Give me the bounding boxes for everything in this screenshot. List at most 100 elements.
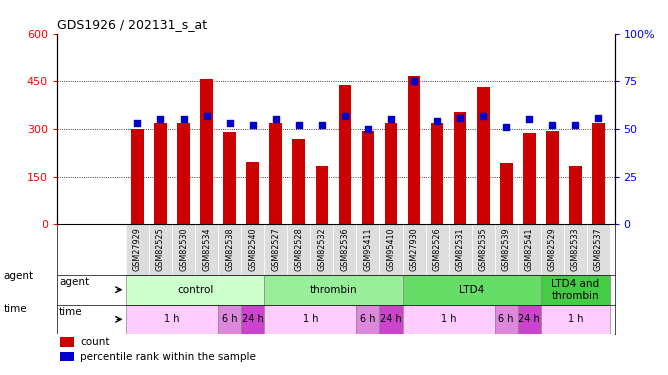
Bar: [200, 79, 213, 224]
Bar: [265, 304, 357, 334]
Text: GSM82537: GSM82537: [594, 228, 603, 272]
Text: GSM82538: GSM82538: [225, 228, 234, 271]
Bar: [59, 337, 73, 346]
Bar: [149, 224, 172, 275]
Bar: [269, 123, 282, 224]
Bar: [518, 224, 541, 275]
Bar: [126, 275, 265, 304]
Bar: [541, 275, 610, 304]
Bar: [172, 224, 195, 275]
Text: 6 h: 6 h: [222, 314, 237, 324]
Bar: [403, 304, 495, 334]
Text: GSM82540: GSM82540: [248, 228, 257, 271]
Bar: [126, 304, 218, 334]
Bar: [546, 131, 558, 224]
Bar: [477, 87, 490, 224]
Text: agent: agent: [59, 277, 90, 287]
Text: percentile rank within the sample: percentile rank within the sample: [80, 352, 256, 362]
Text: GSM95410: GSM95410: [387, 228, 395, 271]
Point: [339, 112, 350, 118]
Text: GSM82529: GSM82529: [548, 228, 557, 272]
Point: [593, 114, 604, 120]
Text: 6 h: 6 h: [360, 314, 375, 324]
Point: [201, 112, 212, 118]
Text: GSM82536: GSM82536: [341, 228, 349, 271]
Bar: [587, 224, 610, 275]
Bar: [495, 224, 518, 275]
Bar: [131, 129, 144, 224]
Text: 6 h: 6 h: [498, 314, 514, 324]
Point: [317, 122, 327, 128]
Bar: [223, 132, 236, 224]
Text: GSM82533: GSM82533: [571, 228, 580, 271]
Bar: [339, 85, 351, 224]
Point: [271, 116, 281, 122]
Bar: [241, 304, 265, 334]
Bar: [315, 166, 328, 224]
Bar: [265, 224, 287, 275]
Bar: [541, 224, 564, 275]
Text: GSM82535: GSM82535: [479, 228, 488, 272]
Text: GDS1926 / 202131_s_at: GDS1926 / 202131_s_at: [57, 18, 207, 31]
Text: GSM82539: GSM82539: [502, 228, 511, 272]
Bar: [426, 224, 449, 275]
Bar: [246, 162, 259, 224]
Text: GSM82532: GSM82532: [317, 228, 327, 272]
Bar: [311, 224, 333, 275]
Bar: [154, 123, 167, 224]
Text: time: time: [3, 304, 27, 314]
Point: [385, 116, 396, 122]
Bar: [449, 224, 472, 275]
Bar: [218, 304, 241, 334]
Bar: [379, 224, 403, 275]
Bar: [592, 123, 605, 224]
Bar: [500, 163, 512, 224]
Point: [524, 116, 534, 122]
Point: [363, 126, 373, 132]
Point: [455, 114, 466, 120]
Bar: [454, 112, 466, 224]
Point: [293, 122, 304, 128]
Text: GSM82530: GSM82530: [179, 228, 188, 271]
Text: 1 h: 1 h: [568, 314, 583, 324]
Bar: [357, 304, 379, 334]
Text: 24 h: 24 h: [242, 314, 264, 324]
Bar: [293, 139, 305, 224]
Text: 24 h: 24 h: [518, 314, 540, 324]
Point: [224, 120, 235, 126]
Bar: [541, 304, 610, 334]
Bar: [495, 304, 518, 334]
Text: GSM82525: GSM82525: [156, 228, 165, 272]
Bar: [518, 304, 541, 334]
Bar: [523, 133, 536, 224]
Point: [570, 122, 580, 128]
Bar: [564, 224, 587, 275]
Point: [247, 122, 258, 128]
Point: [178, 116, 189, 122]
Bar: [177, 123, 190, 224]
Text: GSM82541: GSM82541: [525, 228, 534, 271]
Bar: [403, 224, 426, 275]
Text: GSM82531: GSM82531: [456, 228, 465, 271]
Text: GSM27930: GSM27930: [409, 228, 419, 272]
Text: GSM82526: GSM82526: [433, 228, 442, 272]
Text: 1 h: 1 h: [164, 314, 180, 324]
Bar: [357, 224, 379, 275]
Bar: [59, 352, 73, 362]
Point: [409, 78, 420, 84]
Bar: [403, 275, 541, 304]
Bar: [385, 123, 397, 224]
Text: 1 h: 1 h: [303, 314, 318, 324]
Text: LTD4: LTD4: [459, 285, 484, 295]
Text: time: time: [59, 307, 83, 317]
Text: GSM95411: GSM95411: [363, 228, 373, 271]
Text: 1 h: 1 h: [441, 314, 456, 324]
Point: [155, 116, 166, 122]
Bar: [287, 224, 311, 275]
Point: [132, 120, 143, 126]
Text: LTD4 and
thrombin: LTD4 and thrombin: [551, 279, 599, 300]
Bar: [569, 166, 582, 224]
Bar: [431, 123, 444, 224]
Text: thrombin: thrombin: [309, 285, 357, 295]
Text: control: control: [177, 285, 213, 295]
